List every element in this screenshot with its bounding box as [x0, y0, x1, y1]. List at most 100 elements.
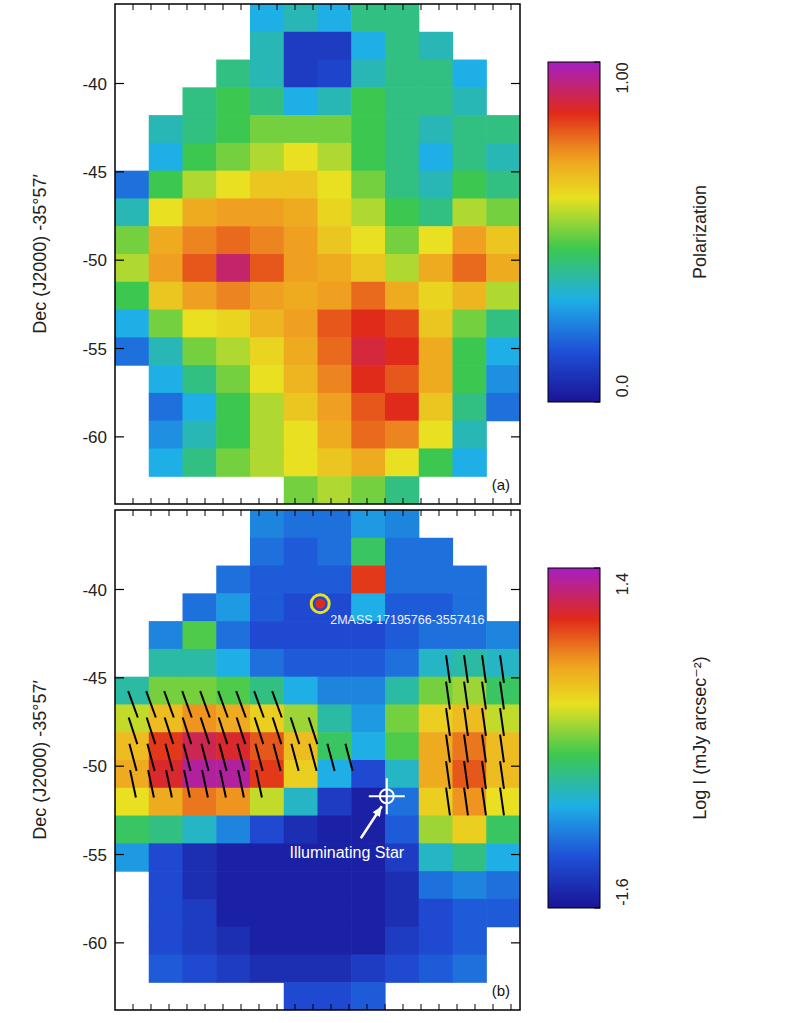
- heat-cell: [183, 87, 217, 115]
- heat-cell: [385, 899, 419, 927]
- x-tick: [511, 1004, 512, 1010]
- heat-cell: [453, 871, 487, 899]
- x-tick: [295, 1004, 296, 1010]
- heat-cell: [183, 816, 217, 844]
- y-tick: [115, 260, 124, 261]
- heat-cell: [318, 816, 352, 844]
- heat-cell: [284, 448, 318, 476]
- heat-cell: [385, 365, 419, 393]
- heat-cell: [453, 226, 487, 254]
- polarization-vector: [446, 655, 450, 683]
- heat-cell: [486, 226, 520, 254]
- heat-cell: [183, 899, 217, 927]
- polarization-vector: [500, 655, 504, 683]
- heat-cell: [318, 510, 352, 538]
- heat-cell: [284, 171, 318, 199]
- heat-cell: [284, 337, 318, 365]
- heat-cell: [250, 365, 284, 393]
- heat-cell: [183, 171, 217, 199]
- heat-cell: [216, 593, 250, 621]
- polarization-vector: [482, 761, 486, 789]
- heat-cell: [419, 954, 453, 982]
- heat-cell: [385, 816, 419, 844]
- heat-cell: [318, 954, 352, 982]
- heat-cell: [351, 4, 385, 32]
- heat-cell: [183, 927, 217, 955]
- x-tick: [349, 510, 350, 516]
- heat-cell: [419, 566, 453, 594]
- heat-cell: [284, 143, 318, 171]
- heat-cell: [453, 843, 487, 871]
- heat-cell: [284, 226, 318, 254]
- heat-cell: [351, 760, 385, 788]
- heat-cell: [216, 171, 250, 199]
- heat-cell: [250, 254, 284, 282]
- polarization-vector: [291, 744, 298, 771]
- heat-cell: [183, 310, 217, 338]
- polarization-vector: [309, 718, 318, 745]
- x-tick: [493, 4, 494, 10]
- colorbar-tick-label: 1.4: [614, 573, 631, 595]
- heat-cell: [419, 760, 453, 788]
- y-tick: [511, 436, 520, 437]
- polarization-vector: [255, 744, 262, 771]
- y-tick: [511, 942, 520, 943]
- heat-cell: [419, 927, 453, 955]
- heat-cell: [419, 871, 453, 899]
- heat-cell: [351, 226, 385, 254]
- polarization-vector: [327, 744, 334, 771]
- polarization-vector: [482, 788, 486, 816]
- heat-cell: [115, 843, 149, 871]
- heat-cell: [216, 954, 250, 982]
- x-tick: [457, 4, 458, 10]
- heat-cell: [250, 282, 284, 310]
- panel-label: (a): [492, 476, 510, 493]
- heat-cell: [419, 337, 453, 365]
- x-tick: [241, 510, 242, 516]
- polarization-vector: [165, 744, 172, 771]
- star-halo: [311, 595, 329, 613]
- heat-cell: [453, 393, 487, 421]
- x-tick: [241, 1004, 242, 1010]
- heat-cell: [183, 254, 217, 282]
- heat-cell: [250, 649, 284, 677]
- heat-cell: [149, 816, 183, 844]
- heat-cell: [318, 677, 352, 705]
- heat-cell: [351, 393, 385, 421]
- heat-cell: [486, 310, 520, 338]
- heat-cell: [351, 927, 385, 955]
- polarization-vector: [255, 718, 264, 745]
- polarization-vector: [237, 718, 246, 745]
- x-tick: [421, 1004, 422, 1010]
- polarization-vector: [201, 718, 210, 745]
- heat-cell: [216, 649, 250, 677]
- plot-area: [115, 4, 520, 504]
- x-tick: [133, 4, 134, 10]
- heat-cell: [183, 115, 217, 143]
- x-tick: [169, 510, 170, 516]
- heat-cell: [284, 621, 318, 649]
- heat-cell: [385, 566, 419, 594]
- x-tick: [151, 498, 152, 504]
- heat-cell: [486, 282, 520, 310]
- heat-cell: [149, 954, 183, 982]
- y-tick-label: -45: [82, 163, 107, 182]
- heat-cell: [216, 198, 250, 226]
- heat-cell: [250, 871, 284, 899]
- heat-cell: [351, 649, 385, 677]
- heat-cell: [318, 760, 352, 788]
- heat-cell: [318, 310, 352, 338]
- polarization-vector: [482, 735, 486, 763]
- heat-cell: [385, 927, 419, 955]
- polarization-vector: [165, 718, 174, 745]
- heat-cell: [284, 538, 318, 566]
- heat-cell: [115, 310, 149, 338]
- polarization-vector: [464, 682, 468, 710]
- heat-cell: [115, 254, 149, 282]
- polarization-vector: [129, 718, 138, 745]
- heat-cell: [351, 732, 385, 760]
- heat-cell: [318, 226, 352, 254]
- heat-cell: [183, 421, 217, 449]
- heat-cell: [284, 87, 318, 115]
- heat-cell: [250, 32, 284, 60]
